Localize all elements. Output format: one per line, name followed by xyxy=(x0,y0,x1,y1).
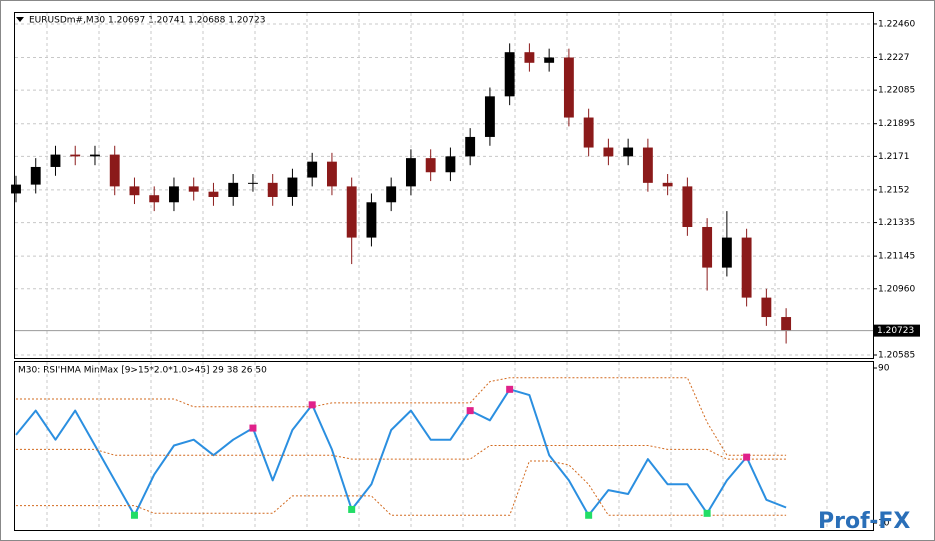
signal-marker xyxy=(130,511,138,519)
y-tick-label: 1.20960 xyxy=(878,284,915,294)
candle-body xyxy=(721,237,732,268)
candle-body xyxy=(662,182,673,187)
candle-body xyxy=(267,182,278,197)
candle-body xyxy=(208,191,219,197)
candle-body xyxy=(445,156,456,173)
candle-body xyxy=(781,317,792,331)
candle-body xyxy=(307,161,318,178)
candle-body xyxy=(642,147,653,183)
candle-body xyxy=(11,184,21,194)
candle-body xyxy=(563,57,574,118)
y-tick-label: 90 xyxy=(878,364,890,374)
candle-body xyxy=(90,154,100,157)
y-tick-label: 1.21335 xyxy=(878,218,915,228)
candle-body xyxy=(504,52,515,97)
candle-body xyxy=(761,297,772,318)
price-pane xyxy=(14,12,874,359)
candle-body xyxy=(248,182,258,184)
candle-body xyxy=(741,237,752,298)
signal-marker xyxy=(308,401,316,409)
indicator-title: M30: RSI'HMA MinMax [9>15*2.0*1.0>45] 29… xyxy=(18,366,267,376)
watermark: Prof-FX xyxy=(818,509,910,534)
candle-body xyxy=(484,96,495,137)
candle-body xyxy=(544,57,555,63)
signal-marker xyxy=(506,385,514,393)
y-tick-label: 1.20585 xyxy=(878,350,915,360)
signal-marker xyxy=(703,509,711,517)
candle-body xyxy=(405,158,416,187)
candle-body xyxy=(346,186,357,238)
menu-arrow xyxy=(16,17,24,22)
candle-body xyxy=(682,186,693,227)
signal-marker xyxy=(348,505,356,513)
current-price-box xyxy=(874,324,920,337)
candle-body xyxy=(524,52,535,63)
candle-body xyxy=(188,186,199,192)
candle-body xyxy=(327,161,337,187)
candle-body xyxy=(129,186,140,196)
band-line xyxy=(16,445,787,460)
candle-body xyxy=(149,195,160,203)
candle-body xyxy=(425,158,436,173)
y-tick-label: 1.22085 xyxy=(878,86,915,96)
candle-body xyxy=(30,166,41,185)
candle-body xyxy=(50,154,61,167)
y-tick-label: 1.2227 xyxy=(878,53,910,63)
candle-body xyxy=(109,154,120,187)
current-price-label: 1.20723 xyxy=(877,326,914,336)
y-tick-label: 1.2152 xyxy=(878,185,910,195)
y-tick-label: 10 xyxy=(878,519,890,529)
y-tick-label: 1.21145 xyxy=(878,252,915,262)
band-line xyxy=(16,377,787,456)
y-tick-label: 1.22460 xyxy=(878,19,915,29)
candle-body xyxy=(603,147,614,157)
candle-body xyxy=(366,202,377,238)
candle-body xyxy=(623,147,634,157)
indicator-pane xyxy=(14,361,874,531)
band-line xyxy=(16,460,787,516)
candle-body xyxy=(287,177,298,197)
candle-body xyxy=(169,186,179,203)
candle-body xyxy=(386,186,397,203)
candle-body xyxy=(228,182,239,197)
signal-marker xyxy=(249,424,257,432)
candle-body xyxy=(465,136,476,157)
signal-marker xyxy=(466,407,474,415)
price-title: EURUSDm#,M30 1.20697 1.20741 1.20688 1.2… xyxy=(29,16,265,26)
signal-marker xyxy=(743,453,751,461)
signal-marker xyxy=(585,511,593,519)
candle-body xyxy=(70,154,81,157)
candle-body xyxy=(583,117,594,148)
indicator-line xyxy=(15,388,787,517)
y-tick-label: 1.2171 xyxy=(878,152,910,162)
candle-body xyxy=(702,226,713,268)
y-tick-label: 1.21895 xyxy=(878,119,915,129)
